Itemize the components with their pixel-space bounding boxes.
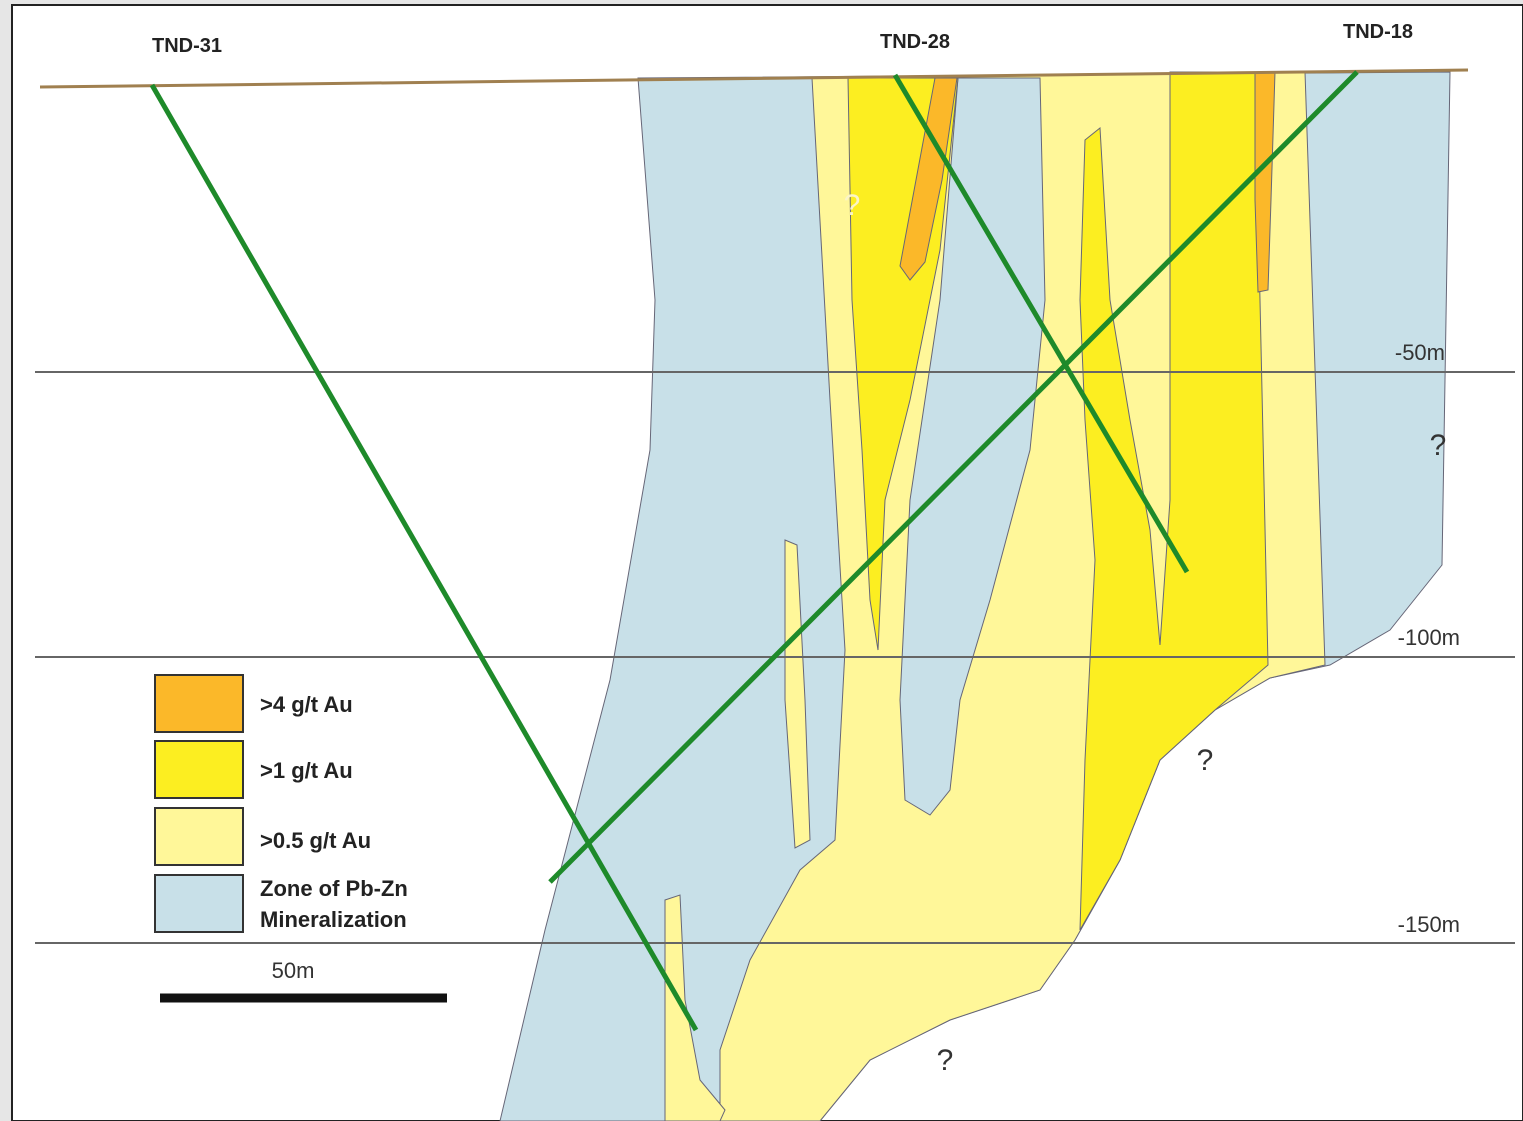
legend-label: Zone of Pb-Zn [260,876,408,901]
drill-hole [892,73,1190,574]
hole-label: TND-28 [880,31,950,53]
legend-label: Mineralization [260,907,407,932]
legend-swatch [154,807,244,866]
depth-label: -50m [1395,340,1445,365]
question-mark: ? [937,1044,954,1077]
question-mark: ? [1197,744,1214,777]
drill-hole [548,70,1359,884]
hole-label: TND-31 [152,35,222,57]
question-mark: ? [1430,429,1447,462]
pb-zn-tongue [899,77,1046,816]
au-05-finger [784,539,811,849]
legend-label: >1 g/t Au [260,758,353,783]
question-mark: ? [844,189,861,222]
legend: >4 g/t Au >1 g/t Au >0.5 g/t Au Zone of … [154,674,408,933]
legend-label: >0.5 g/t Au [260,828,371,853]
legend-swatch [154,874,244,933]
legend-swatch [154,674,244,733]
depth-label: -100m [1398,625,1460,650]
legend-swatch [154,740,244,799]
legend-label: >4 g/t Au [260,692,353,717]
au-05-finger [664,894,726,1121]
au-4-zone [899,77,958,281]
drill-hole [149,83,699,1032]
hole-label: TND-18 [1343,21,1413,43]
scale-label: 50m [272,958,315,983]
depth-label: -150m [1398,912,1460,937]
au-1-zone [1079,71,1269,931]
surface [39,68,1469,89]
